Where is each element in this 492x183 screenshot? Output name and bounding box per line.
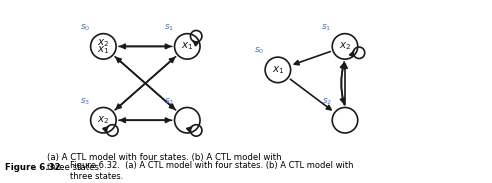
Circle shape xyxy=(175,107,200,133)
Text: $x_2$: $x_2$ xyxy=(97,114,110,126)
Circle shape xyxy=(332,34,358,59)
Text: Figure 6.32.  (a) A CTL model with four states. (b) A CTL model with
three state: Figure 6.32. (a) A CTL model with four s… xyxy=(70,161,353,181)
Circle shape xyxy=(265,57,291,83)
Circle shape xyxy=(332,107,358,133)
Circle shape xyxy=(91,34,116,59)
Text: $x_1$: $x_1$ xyxy=(181,40,193,52)
Circle shape xyxy=(175,34,200,59)
Text: $x_2$: $x_2$ xyxy=(97,37,110,49)
Text: $s_1$: $s_1$ xyxy=(164,23,174,33)
Text: $s_1$: $s_1$ xyxy=(321,23,332,33)
Text: $s_3$: $s_3$ xyxy=(80,96,90,107)
Text: $s_2$: $s_2$ xyxy=(321,96,332,107)
Circle shape xyxy=(91,107,116,133)
Text: $s_2$: $s_2$ xyxy=(164,96,174,107)
Text: $x_1$: $x_1$ xyxy=(272,64,284,76)
Text: $x_1$: $x_1$ xyxy=(97,44,110,56)
Text: (a) A CTL model with four states. (b) A CTL model with
three states.: (a) A CTL model with four states. (b) A … xyxy=(47,153,281,172)
Text: Figure 6.32.: Figure 6.32. xyxy=(5,163,64,172)
Text: $s_0$: $s_0$ xyxy=(80,23,90,33)
Text: $x_2$: $x_2$ xyxy=(339,40,351,52)
Text: $s_0$: $s_0$ xyxy=(254,46,265,57)
